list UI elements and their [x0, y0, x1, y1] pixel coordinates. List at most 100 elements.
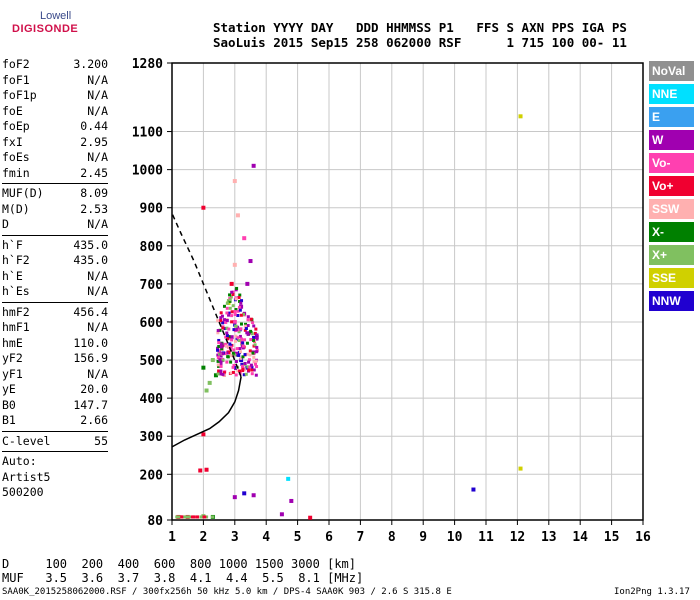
x-tick-label: 1	[168, 530, 176, 545]
electron-density-profile	[171, 376, 242, 448]
echo-point	[217, 369, 222, 374]
param-value: N/A	[87, 88, 108, 102]
logo-line1: Lowell	[40, 10, 72, 22]
echo-point	[231, 370, 235, 374]
footer-file-line: SAA0K_2015258062000.RSF / 300fx256h 50 k…	[2, 587, 452, 597]
param-key: hmE	[2, 335, 23, 350]
echo-point	[239, 304, 244, 309]
echo-point	[219, 372, 223, 376]
echo-point	[247, 360, 251, 364]
echo-point	[243, 338, 247, 342]
echo-point	[237, 305, 241, 309]
echo-point	[236, 336, 240, 340]
echo-point	[216, 348, 220, 352]
echo-point	[216, 346, 220, 350]
param-value: 20.0	[80, 382, 108, 396]
y-tick-label: 80	[147, 514, 163, 529]
echo-point	[192, 515, 196, 519]
echo-point	[207, 380, 212, 385]
param-row: h`Es N/A	[2, 284, 108, 300]
echo-point	[219, 360, 223, 364]
legend-item: NNE	[649, 84, 694, 104]
param-row: yF2 156.9	[2, 351, 108, 367]
scaled-parameters-panel: foF2 3.200 foF1 N/A foF1p N/A foE N/A foEp 0.44 fx…	[2, 57, 108, 501]
param-row: B1 2.66	[2, 413, 108, 429]
echo-point	[247, 368, 251, 372]
x-tick-label: 5	[294, 530, 302, 545]
echo-point	[229, 295, 233, 299]
y-tick-label: 1280	[132, 57, 163, 72]
echo-point	[253, 343, 257, 347]
echo-point	[221, 352, 225, 356]
echo-point	[232, 262, 237, 267]
echo-point	[217, 338, 221, 342]
echo-point	[234, 324, 238, 328]
echo-point	[225, 351, 229, 355]
echo-point	[241, 312, 245, 316]
echo-point	[244, 327, 248, 331]
echo-point	[210, 358, 215, 363]
echo-point	[234, 334, 238, 338]
echo-point	[222, 371, 226, 375]
echo-point	[222, 318, 226, 322]
echo-point	[251, 351, 255, 355]
x-tick-label: 15	[604, 530, 620, 545]
echo-point	[230, 320, 234, 324]
echo-point	[232, 495, 237, 500]
echo-point	[240, 362, 244, 366]
y-tick-label: 700	[140, 278, 164, 293]
param-key: MUF(D)	[2, 186, 44, 200]
x-tick-label: 10	[447, 530, 463, 545]
echo-point	[217, 341, 221, 345]
echo-point	[247, 358, 251, 362]
echo-point	[241, 355, 245, 359]
logo-line2: DIGISONDE	[12, 23, 79, 35]
echo-point	[234, 297, 238, 301]
echo-point	[220, 347, 224, 351]
echo-point	[228, 298, 232, 302]
echo-point	[250, 368, 254, 372]
param-row: foF1p N/A	[2, 88, 108, 104]
echo-point	[242, 491, 247, 496]
echo-point	[239, 356, 243, 360]
echo-point	[246, 324, 250, 328]
echo-point	[232, 319, 237, 324]
echo-point	[219, 364, 223, 368]
echo-point	[255, 345, 259, 349]
echo-point	[234, 373, 238, 377]
legend-item: W	[649, 130, 694, 150]
param-value: N/A	[87, 103, 108, 118]
echo-point	[235, 347, 239, 351]
echo-point	[221, 358, 225, 362]
x-tick-label: 7	[356, 530, 364, 545]
echo-point	[254, 373, 258, 377]
echo-point	[219, 354, 223, 358]
echo-point	[249, 317, 253, 321]
param-value: 55	[94, 433, 108, 448]
echo-point	[235, 286, 239, 290]
echo-point	[255, 365, 259, 369]
echo-point	[238, 334, 242, 338]
y-tick-label: 600	[140, 316, 164, 331]
param-row: B0 147.7	[2, 398, 108, 414]
echo-point	[245, 352, 249, 356]
param-key: h`Es	[2, 284, 30, 298]
echo-point	[229, 371, 233, 375]
param-row: foF1 N/A	[2, 73, 108, 89]
echo-point	[243, 328, 247, 332]
echo-point	[246, 365, 250, 369]
x-tick-label: 16	[635, 530, 651, 545]
echo-point	[226, 299, 230, 303]
echo-point	[217, 349, 221, 353]
echo-point	[199, 515, 203, 519]
plot-frame	[171, 62, 644, 521]
echo-point	[471, 487, 476, 492]
x-tick-label: 8	[388, 530, 396, 545]
station-header: Station YYYY DAY DDD HHMMSS P1 FFS S AXN…	[213, 20, 627, 50]
echo-point	[308, 515, 313, 520]
echo-point	[201, 365, 206, 370]
echo-point	[224, 320, 228, 324]
legend-item: Vo-	[649, 153, 694, 173]
x-tick-label: 3	[231, 530, 239, 545]
param-key: hmF2	[2, 304, 30, 319]
